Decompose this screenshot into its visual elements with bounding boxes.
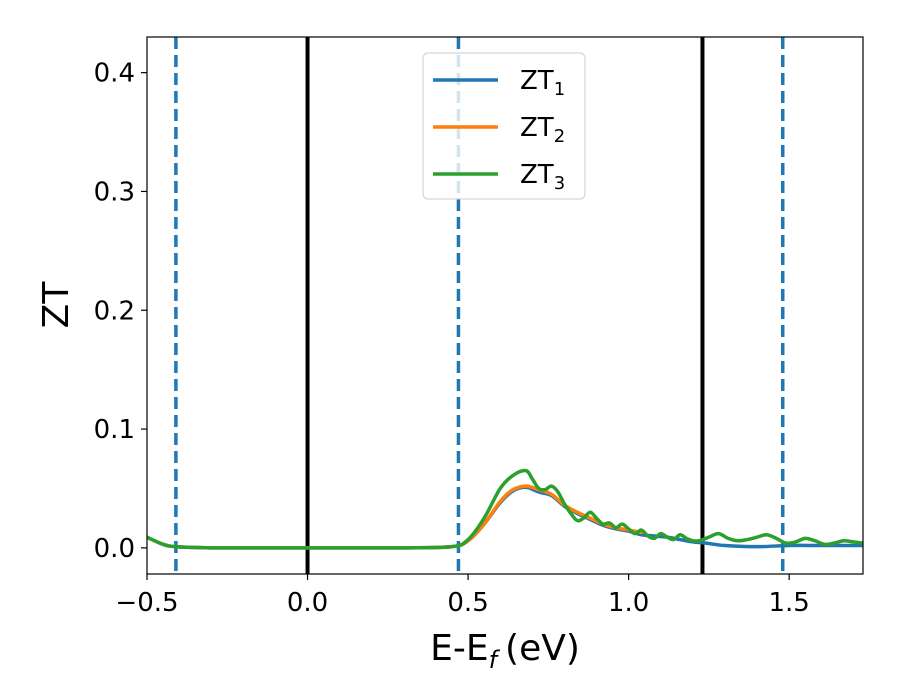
x-tick-label: 0.0 [287,588,328,618]
y-axis-label: ZT [36,281,77,329]
y-tick-label: 0.1 [94,415,135,445]
x-axis-ticks: −0.5 0.0 0.5 1.0 1.5 [115,574,810,618]
y-tick-label: 0.4 [94,59,135,89]
legend-label-3: ZT3 [520,160,565,194]
y-axis-ticks: 0.0 0.1 0.2 0.3 0.4 [94,59,147,564]
x-tick-label: 1.5 [768,588,809,618]
x-tick-label: −0.5 [115,588,178,618]
series-line-2 [147,484,644,550]
x-axis-label: E-Ef (eV) [430,628,580,674]
legend-label-1: ZT1 [520,66,565,100]
legend-box [422,52,586,200]
y-tick-label: 0.3 [94,177,135,207]
legend: ZT1 ZT2 ZT3 [422,52,586,200]
plot-frame [146,36,864,575]
y-tick-label: 0.0 [94,534,135,564]
series-lines [147,468,863,550]
x-tick-label: 0.5 [447,588,488,618]
reference-lines [174,37,785,574]
legend-label-2: ZT2 [520,113,565,147]
y-tick-label: 0.2 [94,296,135,326]
x-tick-label: 1.0 [608,588,649,618]
series-line-3 [147,468,863,550]
